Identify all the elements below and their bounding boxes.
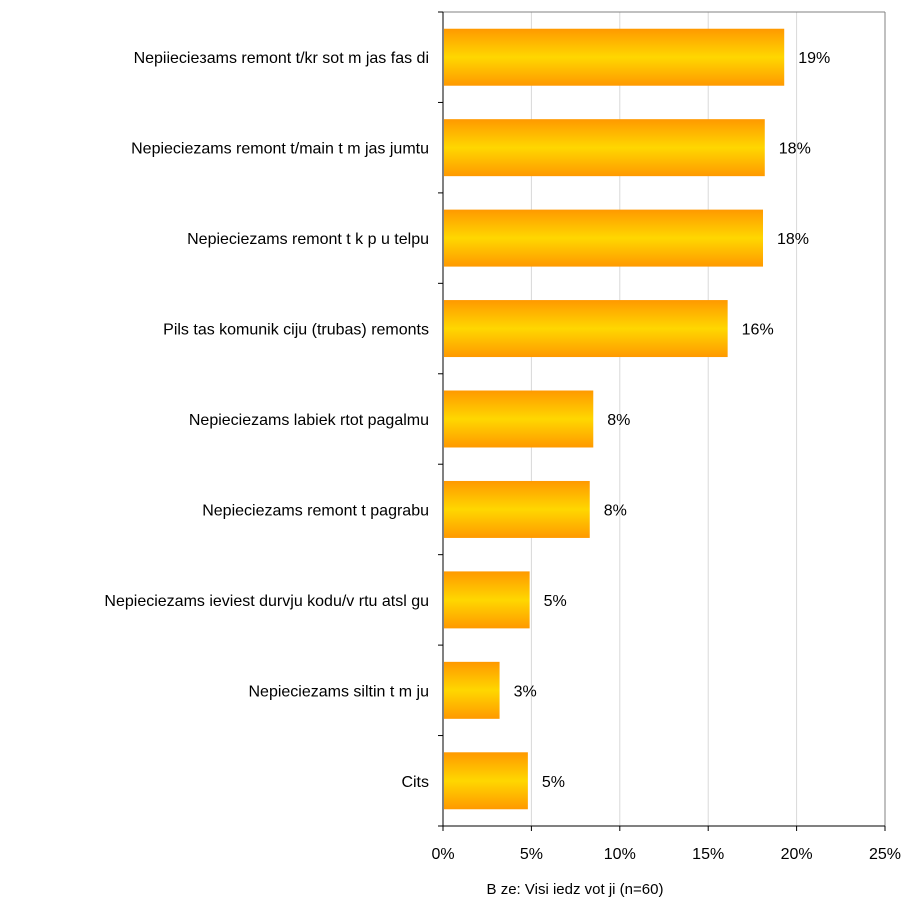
bars <box>444 28 785 810</box>
data-label: 5% <box>544 593 567 610</box>
value-labels: 19% 18% 18% 16% 8% 8% 5% 3% 5% <box>514 50 831 791</box>
x-tick-labels: 0% 5% 10% 15% 20% 25% <box>431 846 901 863</box>
bar <box>444 752 528 810</box>
category-label: Nepiiecieзams remont t/kr sot m jas fas … <box>134 50 429 67</box>
data-label: 19% <box>798 50 830 67</box>
category-label: Nepieciezams labiek rtot pagalmu <box>189 412 429 429</box>
x-tick-label: 0% <box>431 846 454 863</box>
bar <box>444 390 594 448</box>
category-labels: Nepiiecieзams remont t/kr sot m jas fas … <box>104 50 429 791</box>
category-label: Nepieciezams remont t k p u telpu <box>187 231 429 248</box>
category-label: Cits <box>401 774 429 791</box>
category-label: Nepieciezams siltin t m ju <box>249 683 430 700</box>
data-label: 18% <box>779 141 811 158</box>
base-footnote: B ze: Visi iedz vot ji (n=60) <box>487 881 664 898</box>
x-tick-label: 15% <box>692 846 724 863</box>
x-tick-label: 20% <box>781 846 813 863</box>
axes <box>438 11 886 831</box>
data-label: 8% <box>607 412 630 429</box>
bar <box>444 119 765 177</box>
bar <box>444 209 764 267</box>
category-label: Nepieciezams remont t/main t m jas jumtu <box>131 141 429 158</box>
x-tick-label: 10% <box>604 846 636 863</box>
x-tick-label: 5% <box>520 846 543 863</box>
x-tick-label: 25% <box>869 846 901 863</box>
bar <box>444 571 530 629</box>
bar <box>444 480 590 538</box>
data-label: 18% <box>777 231 809 248</box>
data-label: 8% <box>604 502 627 519</box>
data-label: 3% <box>514 683 537 700</box>
bar <box>444 28 785 86</box>
category-label: Nepieciezams ieviest durvju kodu/v rtu a… <box>104 593 429 610</box>
data-label: 5% <box>542 774 565 791</box>
data-label: 16% <box>742 322 774 339</box>
category-label: Pils tas komunik ciju (trubas) remonts <box>163 322 429 339</box>
bar <box>444 661 500 719</box>
bar <box>444 300 728 358</box>
category-label: Nepieciezams remont t pagrabu <box>202 502 429 519</box>
